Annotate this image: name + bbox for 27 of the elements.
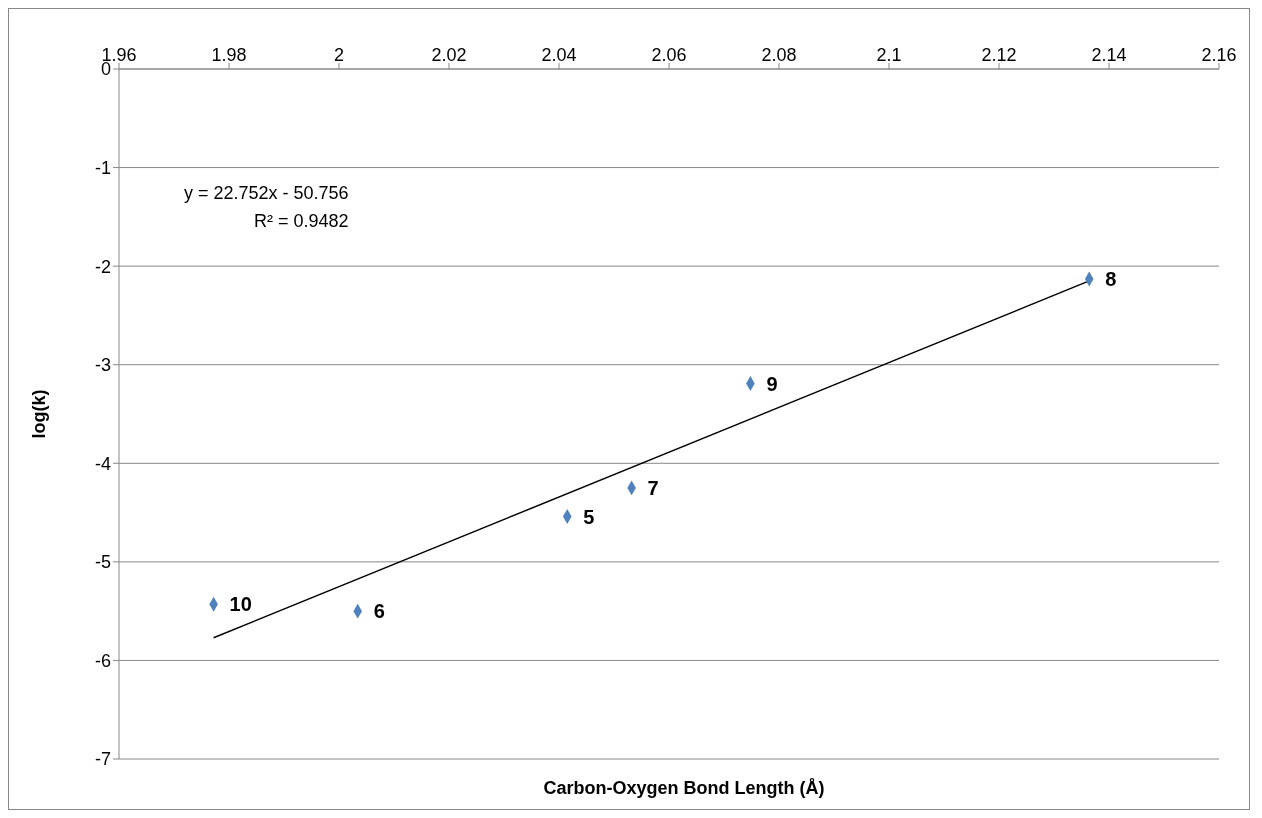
y-tick-label: -7 bbox=[94, 749, 111, 770]
y-tick-label: -1 bbox=[94, 157, 111, 178]
annotation: 6 bbox=[373, 600, 385, 623]
y-axis-title: log(k) bbox=[29, 389, 50, 439]
y-tick-label: -3 bbox=[94, 355, 111, 376]
x-tick-label: 1.98 bbox=[211, 45, 247, 65]
x-tick-label: 2.1 bbox=[876, 45, 902, 65]
annotation: 9 bbox=[766, 372, 778, 395]
x-tick-label: 2.12 bbox=[981, 45, 1017, 65]
x-tick-label: 2.06 bbox=[651, 45, 687, 65]
annotation: 5 bbox=[583, 505, 595, 528]
x-tick-label: 2.02 bbox=[431, 45, 467, 65]
x-tick-label: 2 bbox=[333, 45, 345, 65]
x-tick-label: 2.04 bbox=[541, 45, 577, 65]
x-tick-label: 2.14 bbox=[1091, 45, 1127, 65]
x-tick-label: 2.16 bbox=[1201, 45, 1237, 65]
annotation: R² = 0.9482 bbox=[253, 210, 349, 233]
x-tick-label: 2.08 bbox=[761, 45, 797, 65]
y-tick-label: -5 bbox=[94, 552, 111, 573]
annotation: 7 bbox=[647, 477, 659, 500]
annotation: 10 bbox=[229, 593, 252, 616]
annotation: 8 bbox=[1105, 268, 1117, 291]
y-tick-label: -6 bbox=[94, 650, 111, 671]
x-axis-title: Carbon-Oxygen Bond Length (Å) bbox=[542, 778, 826, 799]
y-tick-label: -4 bbox=[94, 453, 111, 474]
y-tick-label: -2 bbox=[94, 256, 111, 277]
annotation: y = 22.752x - 50.756 bbox=[184, 182, 349, 205]
